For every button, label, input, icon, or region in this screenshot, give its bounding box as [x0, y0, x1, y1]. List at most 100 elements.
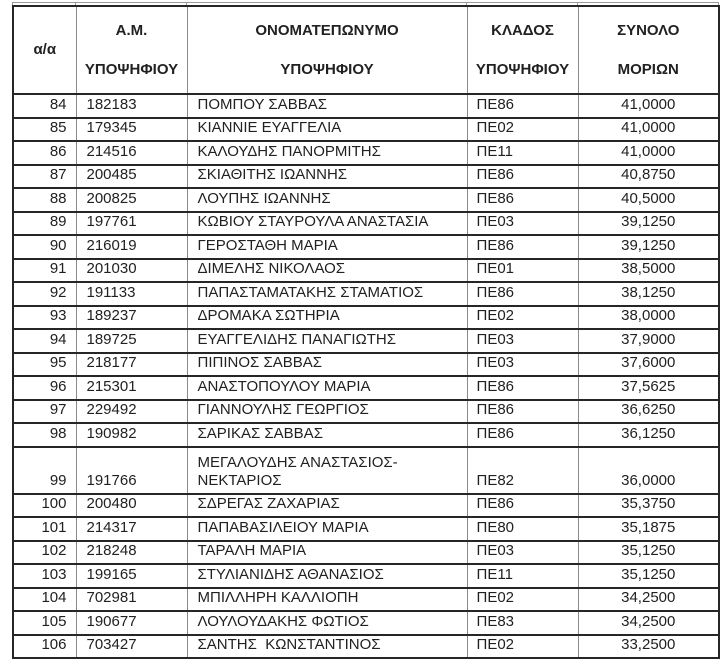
- total-points: 38,5000: [577, 257, 720, 283]
- candidate-name: ΚΙΑΝΝΙΕ ΕΥΑΓΓΕΛΙΑ: [186, 116, 468, 142]
- candidate-name: ΚΑΛΟΥΔΗΣ ΠΑΝΟΡΜΙΤΗΣ: [186, 140, 468, 166]
- candidate-branch: ΠΕ86: [466, 398, 579, 424]
- candidate-am: 190982: [75, 422, 188, 448]
- row-number: 95: [12, 351, 77, 377]
- candidate-am: 703427: [75, 633, 188, 659]
- table-row: 104 702981 ΜΠΙΛΛΗΡΗ ΚΑΛΛΙΟΠΗ ΠΕ02 34,2500: [12, 586, 720, 612]
- table-row: 105 190677 ΛΟΥΛΟΥΔΑΚΗΣ ΦΩΤΙΟΣ ΠΕ83 34,2500: [12, 610, 720, 636]
- candidate-branch: ΠΕ03: [466, 210, 579, 236]
- total-points: 39,1250: [577, 210, 720, 236]
- candidate-name: ΜΕΓΑΛΟΥΔΗΣ ΑΝΑΣΤΑΣΙΟΣ-ΝΕΚΤΑΡΙΟΣ: [186, 445, 468, 495]
- row-number: 86: [12, 140, 77, 166]
- row-number: 92: [12, 281, 77, 307]
- total-points: 36,1250: [577, 422, 720, 448]
- table-row: 93 189237 ΔΡΟΜΑΚΑ ΣΩΤΗΡΙΑ ΠΕ02 38,0000: [12, 304, 720, 330]
- total-points: 37,9000: [577, 328, 720, 354]
- candidate-am: 229492: [75, 398, 188, 424]
- table-row: 102 218248 ΤΑΡΑΛΗ ΜΑΡΙΑ ΠΕ03 35,1250: [12, 539, 720, 565]
- table-row: 95 218177 ΠΙΠΙΝΟΣ ΣΑΒΒΑΣ ΠΕ03 37,6000: [12, 351, 720, 377]
- candidate-branch: ΠΕ11: [466, 140, 579, 166]
- total-points: 33,2500: [577, 633, 720, 659]
- row-number: 84: [12, 93, 77, 119]
- total-points: 38,1250: [577, 281, 720, 307]
- table-row: 100 200480 ΣΔΡΕΓΑΣ ΖΑΧΑΡΙΑΣ ΠΕ86 35,3750: [12, 492, 720, 518]
- row-number: 91: [12, 257, 77, 283]
- table-row: 90 216019 ΓΕΡΟΣΤΑΘΗ ΜΑΡΙΑ ΠΕ86 39,1250: [12, 234, 720, 260]
- row-number: 104: [12, 586, 77, 612]
- candidate-am: 197761: [75, 210, 188, 236]
- table-row: 106 703427 ΣΑΝΤΗΣ ΚΩΝΣΤΑΝΤΙΝΟΣ ΠΕ02 33,2500: [12, 633, 720, 659]
- row-number: 100: [12, 492, 77, 518]
- row-number: 93: [12, 304, 77, 330]
- header-total-line2: ΜΟΡΙΩΝ: [617, 60, 679, 78]
- candidate-branch: ΠΕ03: [466, 351, 579, 377]
- candidate-branch: ΠΕ02: [466, 586, 579, 612]
- candidates-ranking-table: α/α Α.Μ. ΥΠΟΨΗΦΙΟΥ ΟΝΟΜΑΤΕΠΩΝΥΜΟ ΥΠΟΨΗΦΙ…: [12, 5, 720, 659]
- row-number: 85: [12, 116, 77, 142]
- table-header: α/α Α.Μ. ΥΠΟΨΗΦΙΟΥ ΟΝΟΜΑΤΕΠΩΝΥΜΟ ΥΠΟΨΗΦΙ…: [12, 5, 720, 95]
- total-points: 37,6000: [577, 351, 720, 377]
- candidate-name: ΠΑΠΑΣΤΑΜΑΤΑΚΗΣ ΣΤΑΜΑΤΙΟΣ: [186, 281, 468, 307]
- total-points: 39,1250: [577, 234, 720, 260]
- candidate-name: ΣΤΥΛΙΑΝΙΔΗΣ ΑΘΑΝΑΣΙΟΣ: [186, 563, 468, 589]
- candidate-am: 179345: [75, 116, 188, 142]
- total-points: 35,3750: [577, 492, 720, 518]
- table-row: 89 197761 ΚΩΒΙΟΥ ΣΤΑΥΡΟΥΛΑ ΑΝΑΣΤΑΣΙΑ ΠΕ03 39…: [12, 210, 720, 236]
- candidate-name: ΠΙΠΙΝΟΣ ΣΑΒΒΑΣ: [186, 351, 468, 377]
- candidate-branch: ΠΕ86: [466, 234, 579, 260]
- row-number: 97: [12, 398, 77, 424]
- total-points: 38,0000: [577, 304, 720, 330]
- candidate-name: ΚΩΒΙΟΥ ΣΤΑΥΡΟΥΛΑ ΑΝΑΣΤΑΣΙΑ: [186, 210, 468, 236]
- candidate-name: ΠΑΠΑΒΑΣΙΛΕΙΟΥ ΜΑΡΙΑ: [186, 516, 468, 542]
- header-name: ΟΝΟΜΑΤΕΠΩΝΥΜΟ ΥΠΟΨΗΦΙΟΥ: [186, 5, 468, 95]
- total-points: 37,5625: [577, 375, 720, 401]
- candidate-branch: ΠΕ03: [466, 328, 579, 354]
- candidate-name: ΔΡΟΜΑΚΑ ΣΩΤΗΡΙΑ: [186, 304, 468, 330]
- row-number: 106: [12, 633, 77, 659]
- candidate-branch: ΠΕ86: [466, 163, 579, 189]
- candidate-am: 182183: [75, 93, 188, 119]
- candidate-branch: ΠΕ86: [466, 187, 579, 213]
- row-number: 99: [12, 445, 77, 495]
- candidate-am: 189725: [75, 328, 188, 354]
- candidate-branch: ΠΕ86: [466, 93, 579, 119]
- candidate-am: 200485: [75, 163, 188, 189]
- candidate-am: 191766: [75, 445, 188, 495]
- header-index-label: α/α: [33, 41, 57, 58]
- table-row: 99 191766 ΜΕΓΑΛΟΥΔΗΣ ΑΝΑΣΤΑΣΙΟΣ-ΝΕΚΤΑΡΙΟΣ Π…: [12, 445, 720, 495]
- candidate-branch: ΠΕ80: [466, 516, 579, 542]
- candidate-am: 702981: [75, 586, 188, 612]
- candidate-branch: ΠΕ01: [466, 257, 579, 283]
- total-points: 34,2500: [577, 586, 720, 612]
- table-row: 85 179345 ΚΙΑΝΝΙΕ ΕΥΑΓΓΕΛΙΑ ΠΕ02 41,0000: [12, 116, 720, 142]
- candidate-am: 200825: [75, 187, 188, 213]
- candidate-am: 190677: [75, 610, 188, 636]
- candidate-am: 189237: [75, 304, 188, 330]
- header-am-line1: Α.Μ.: [115, 21, 148, 39]
- table-body: 84 182183 ΠΟΜΠΟΥ ΣΑΒΒΑΣ ΠΕ86 41,0000 85 179345…: [12, 93, 720, 659]
- header-row: α/α Α.Μ. ΥΠΟΨΗΦΙΟΥ ΟΝΟΜΑΤΕΠΩΝΥΜΟ ΥΠΟΨΗΦΙ…: [12, 5, 720, 95]
- total-points: 34,2500: [577, 610, 720, 636]
- candidate-name: ΓΕΡΟΣΤΑΘΗ ΜΑΡΙΑ: [186, 234, 468, 260]
- total-points: 35,1875: [577, 516, 720, 542]
- row-number: 102: [12, 539, 77, 565]
- table-row: 91 201030 ΔΙΜΕΛΗΣ ΝΙΚΟΛΑΟΣ ΠΕ01 38,5000: [12, 257, 720, 283]
- row-number: 98: [12, 422, 77, 448]
- header-total: ΣΥΝΟΛΟ ΜΟΡΙΩΝ: [577, 5, 720, 95]
- table-row: 101 214317 ΠΑΠΑΒΑΣΙΛΕΙΟΥ ΜΑΡΙΑ ΠΕ80 35,1875: [12, 516, 720, 542]
- candidate-name: ΣΑΡΙΚΑΣ ΣΑΒΒΑΣ: [186, 422, 468, 448]
- table-row: 86 214516 ΚΑΛΟΥΔΗΣ ΠΑΝΟΡΜΙΤΗΣ ΠΕ11 41,0000: [12, 140, 720, 166]
- table-row: 98 190982 ΣΑΡΙΚΑΣ ΣΑΒΒΑΣ ΠΕ86 36,1250: [12, 422, 720, 448]
- candidate-name: ΣΑΝΤΗΣ ΚΩΝΣΤΑΝΤΙΝΟΣ: [186, 633, 468, 659]
- table-row: 87 200485 ΣΚΙΑΘΙΤΗΣ ΙΩΑΝΝΗΣ ΠΕ86 40,8750: [12, 163, 720, 189]
- total-points: 36,6250: [577, 398, 720, 424]
- candidate-name: ΓΙΑΝΝΟΥΛΗΣ ΓΕΩΡΓΙΟΣ: [186, 398, 468, 424]
- row-number: 94: [12, 328, 77, 354]
- table-row: 92 191133 ΠΑΠΑΣΤΑΜΑΤΑΚΗΣ ΣΤΑΜΑΤΙΟΣ ΠΕ86 38,1…: [12, 281, 720, 307]
- header-index: α/α: [12, 5, 77, 95]
- candidate-branch: ΠΕ86: [466, 375, 579, 401]
- candidate-am: 218248: [75, 539, 188, 565]
- candidate-name: ΛΟΥΛΟΥΔΑΚΗΣ ΦΩΤΙΟΣ: [186, 610, 468, 636]
- candidate-am: 200480: [75, 492, 188, 518]
- total-points: 41,0000: [577, 93, 720, 119]
